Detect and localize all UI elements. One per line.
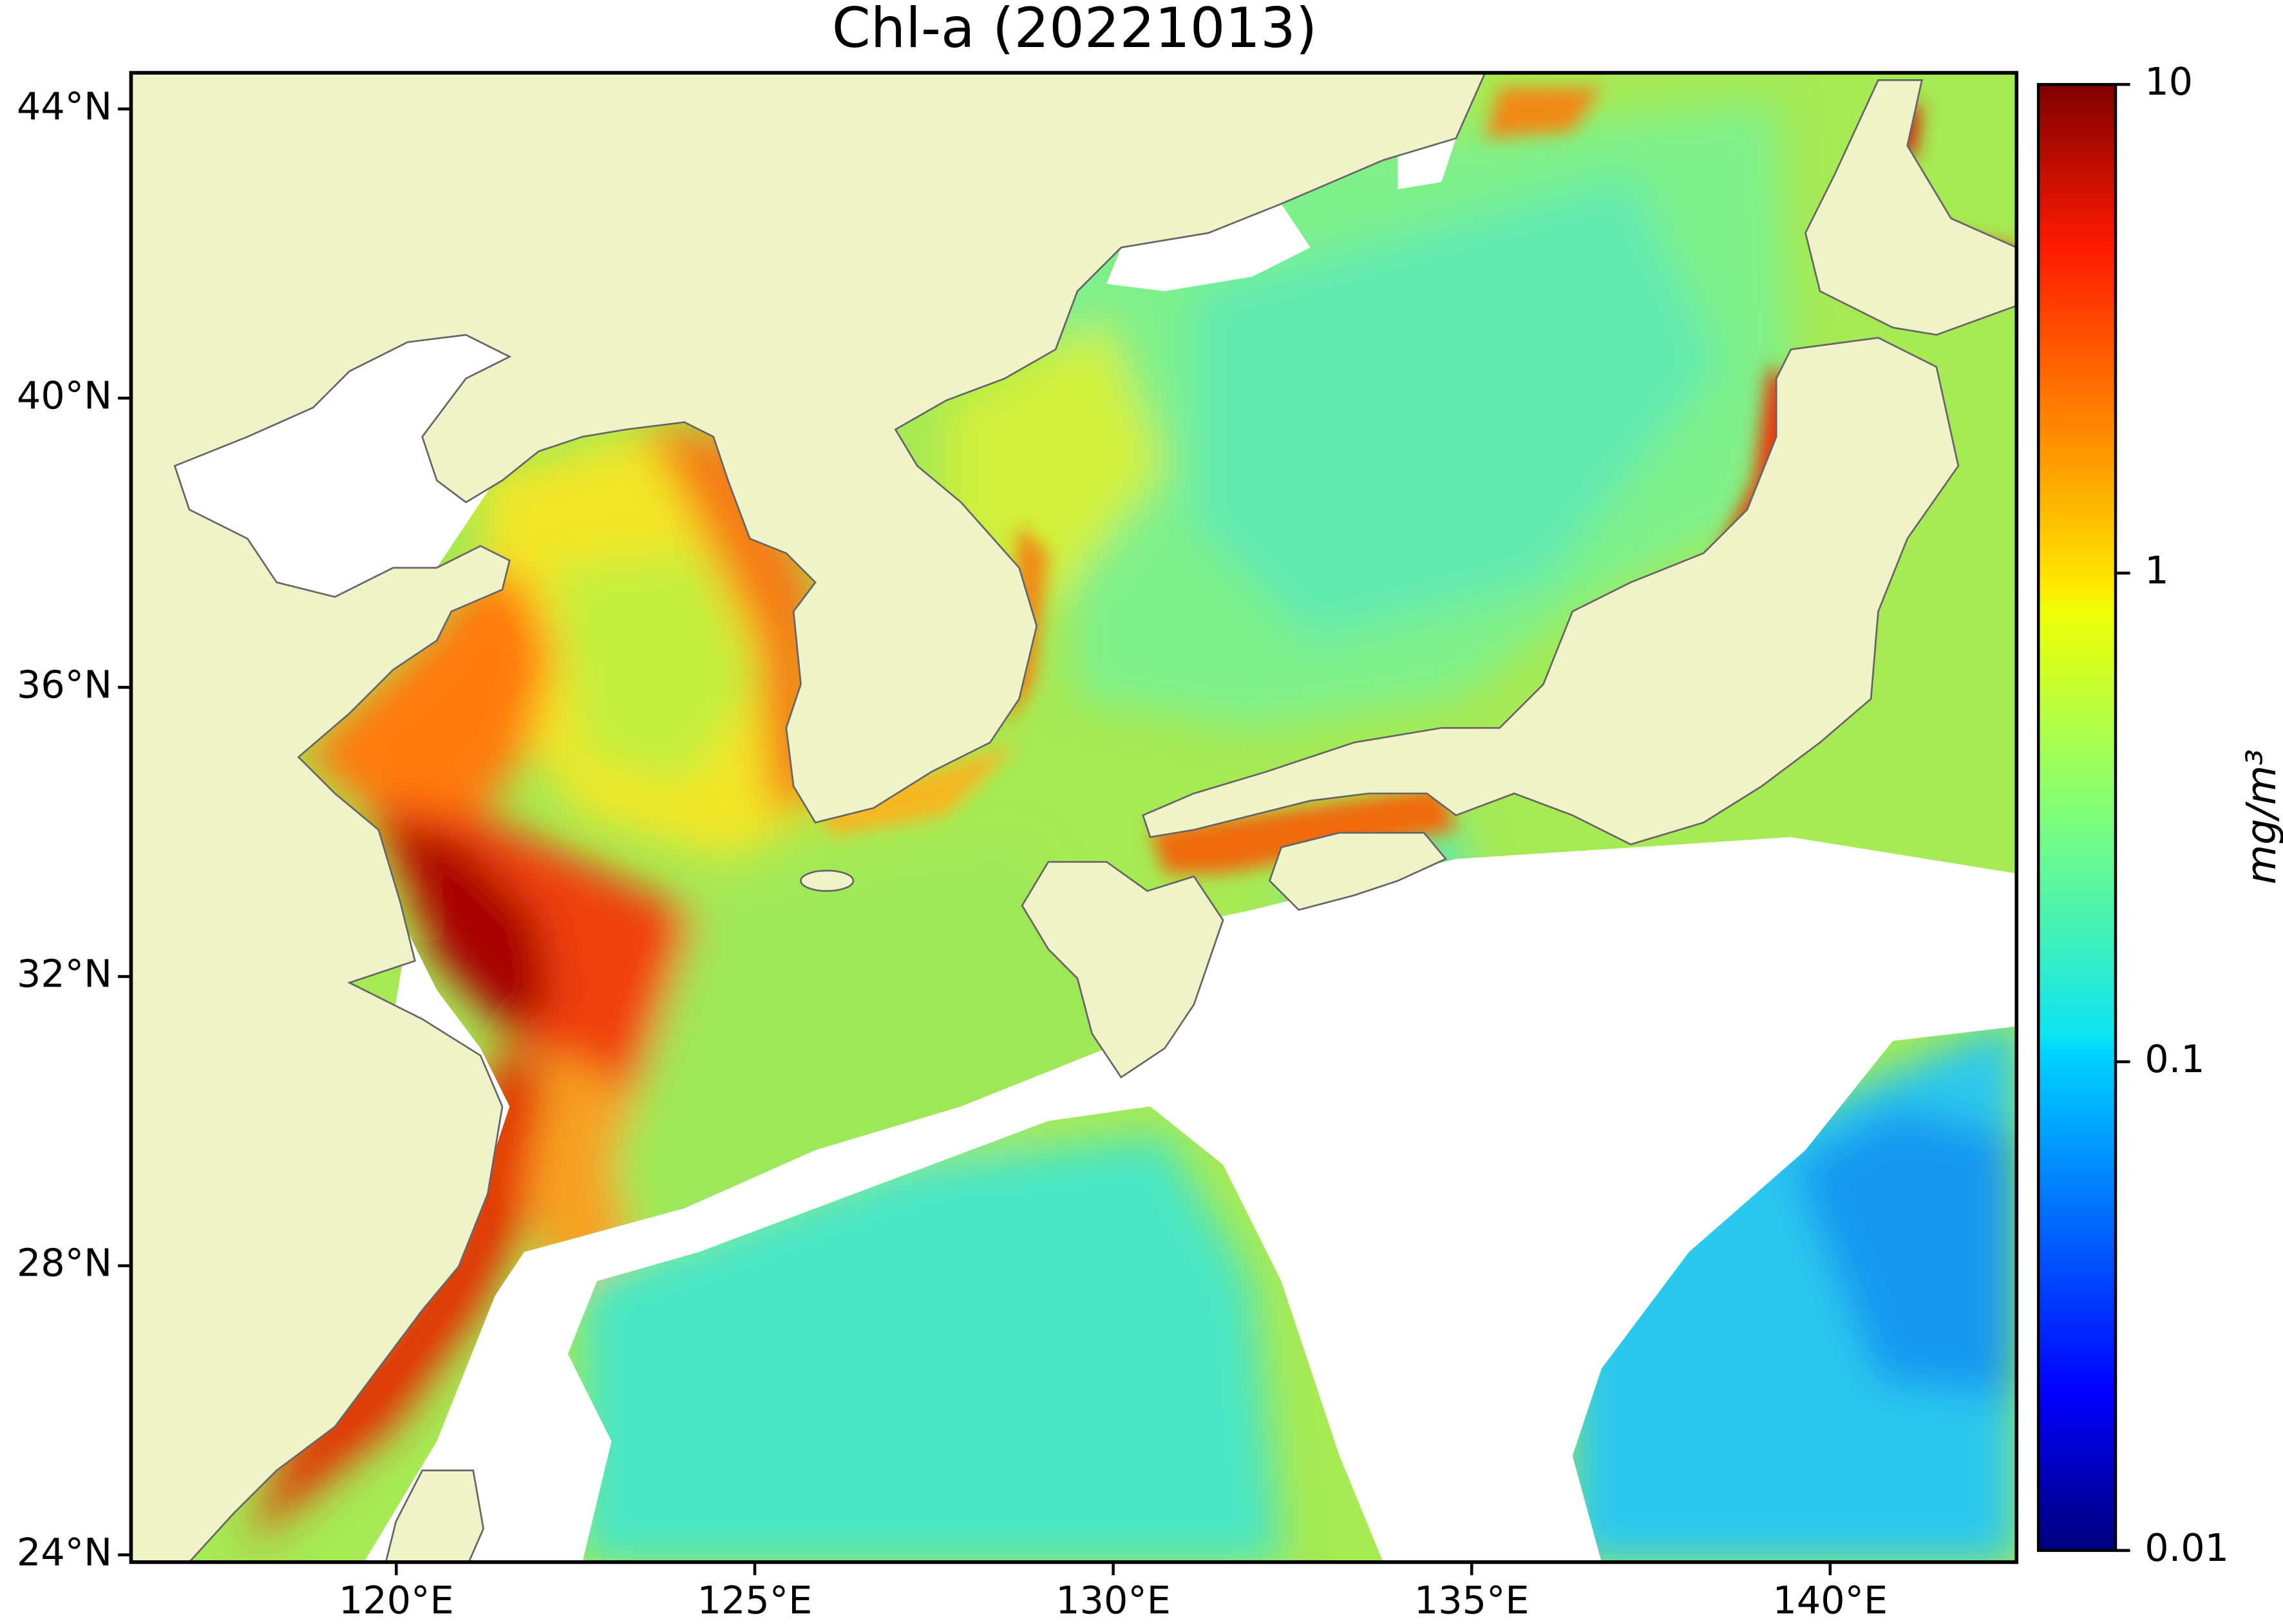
no-data [1106, 203, 1311, 292]
x-tick-label: 135°E [1414, 1578, 1530, 1622]
chl-patch [386, 815, 554, 1034]
map-title: Chl-a (20221013) [832, 0, 1318, 61]
map-frame [129, 71, 2019, 1564]
colorbar-label: mg/m³ [2237, 749, 2283, 884]
chl-patch [815, 742, 1019, 837]
chl-patch [611, 844, 1136, 1281]
y-tick-label: 36°N [17, 662, 112, 706]
colorbar-tick-label: 0.01 [2145, 1525, 2229, 1570]
y-tick-label: 28°N [17, 1241, 112, 1285]
colorbar-tick-label: 1 [2145, 548, 2168, 592]
land-asia [131, 73, 1486, 1562]
chl-patch [1193, 175, 1718, 641]
chl-patch [946, 320, 1165, 612]
colorbar [2036, 82, 2117, 1553]
chl-patch [1485, 87, 1602, 138]
land-hokkaido [1805, 79, 2017, 336]
y-tick-label: 40°N [17, 373, 112, 417]
colorbar-tick-label: 10 [2145, 59, 2193, 104]
chl-patch [298, 567, 554, 816]
x-tick-label: 120°E [339, 1578, 454, 1622]
no-data [364, 836, 2017, 1562]
colorbar-tick-label: 0.1 [2145, 1037, 2204, 1081]
x-tick-label: 130°E [1056, 1578, 1171, 1622]
chl-patch [553, 553, 757, 786]
land-taiwan [384, 1469, 485, 1562]
chl-patch [582, 1135, 1282, 1562]
chl-patch [1790, 1106, 2017, 1398]
y-tick-label: 24°N [17, 1530, 112, 1574]
no-data [175, 335, 510, 597]
land-honshu [1142, 337, 1960, 845]
x-tick-label: 125°E [697, 1578, 813, 1622]
land-jeju [800, 869, 855, 892]
chl-patch [1150, 786, 1456, 874]
x-tick-label: 140°E [1772, 1578, 1888, 1622]
land-shikoku [1268, 831, 1448, 911]
y-tick-label: 32°N [17, 952, 112, 996]
land-kyushu [1021, 861, 1224, 1079]
map-area [131, 73, 2017, 1562]
y-tick-label: 44°N [17, 84, 112, 128]
